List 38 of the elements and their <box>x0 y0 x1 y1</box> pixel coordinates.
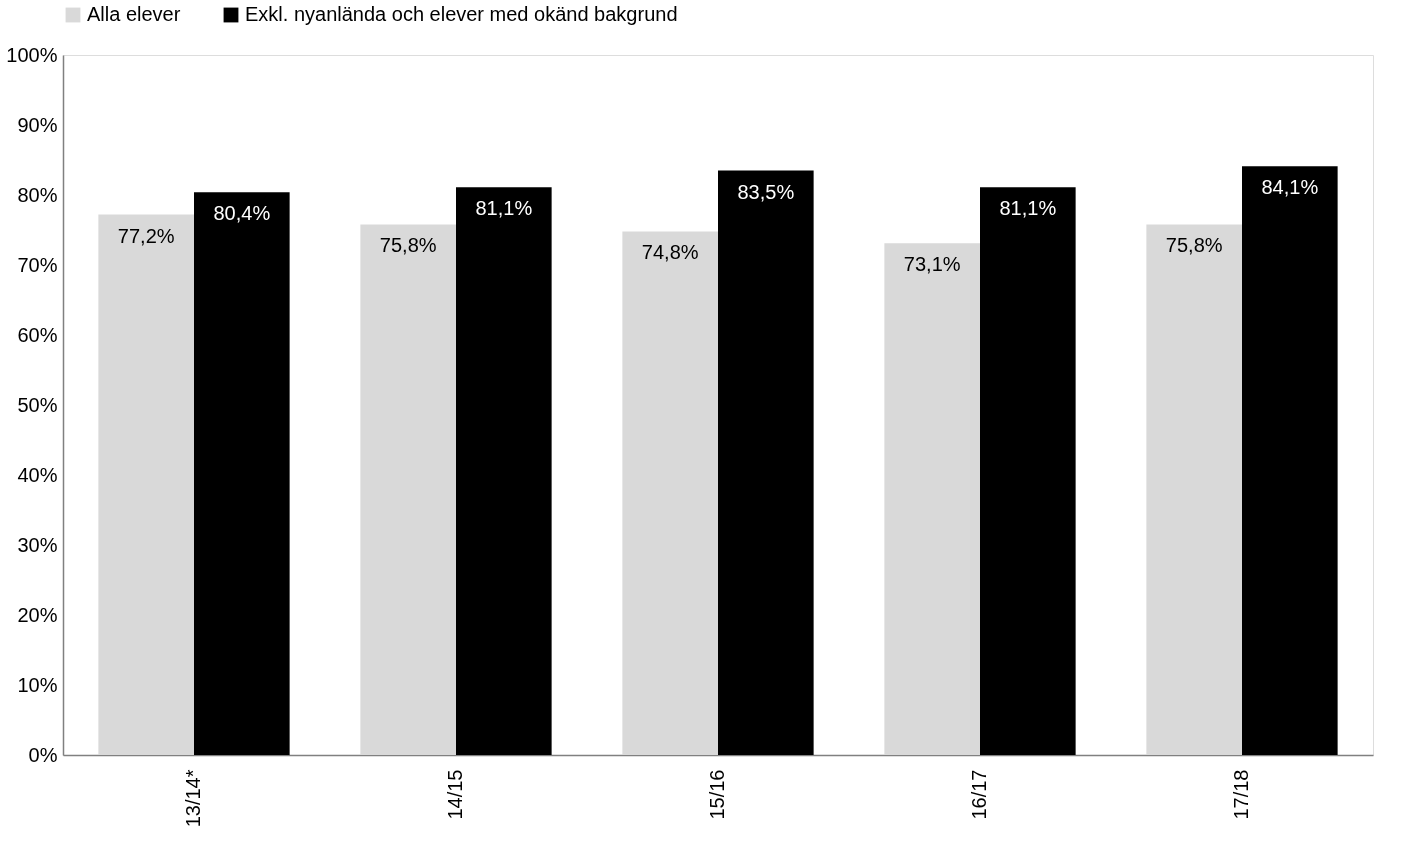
y-tick-label: 20% <box>17 603 58 626</box>
y-tick-label: 70% <box>17 253 58 276</box>
bar <box>98 214 194 755</box>
bar <box>718 170 814 755</box>
bar <box>456 187 552 755</box>
y-tick-label: 60% <box>17 323 58 346</box>
x-tick-label: 13/14* <box>182 769 204 828</box>
bar <box>360 224 456 755</box>
x-tick-label: 17/18 <box>1230 769 1252 820</box>
data-label: 75,8% <box>379 234 437 257</box>
y-tick-label: 100% <box>6 43 58 66</box>
data-label: 77,2% <box>117 224 175 247</box>
data-label: 81,1% <box>475 197 533 220</box>
bar <box>1146 224 1242 755</box>
x-tick-label: 14/15 <box>444 769 466 820</box>
y-tick-label: 30% <box>17 533 58 556</box>
data-label: 83,5% <box>737 180 795 203</box>
data-label: 80,4% <box>213 202 271 225</box>
legend-label: Exkl. nyanlända och elever med okänd bakgrund <box>245 3 678 25</box>
data-label: 81,1% <box>999 197 1057 220</box>
y-tick-label: 40% <box>17 463 58 486</box>
y-tick-label: 0% <box>28 743 58 766</box>
y-tick-label: 50% <box>17 393 58 416</box>
data-label: 74,8% <box>641 241 699 264</box>
y-tick-label: 90% <box>17 113 58 136</box>
data-label: 84,1% <box>1261 176 1319 199</box>
bar <box>194 192 290 755</box>
x-tick-label: 16/17 <box>968 769 990 820</box>
data-label: 73,1% <box>903 253 961 276</box>
y-tick-label: 80% <box>17 183 58 206</box>
data-label: 75,8% <box>1165 234 1223 257</box>
legend-label: Alla elever <box>87 3 181 25</box>
bar <box>1242 166 1338 755</box>
bar <box>980 187 1076 755</box>
x-tick-label: 15/16 <box>706 769 728 820</box>
bar <box>622 231 718 755</box>
y-tick-label: 10% <box>17 673 58 696</box>
bar <box>884 243 980 755</box>
